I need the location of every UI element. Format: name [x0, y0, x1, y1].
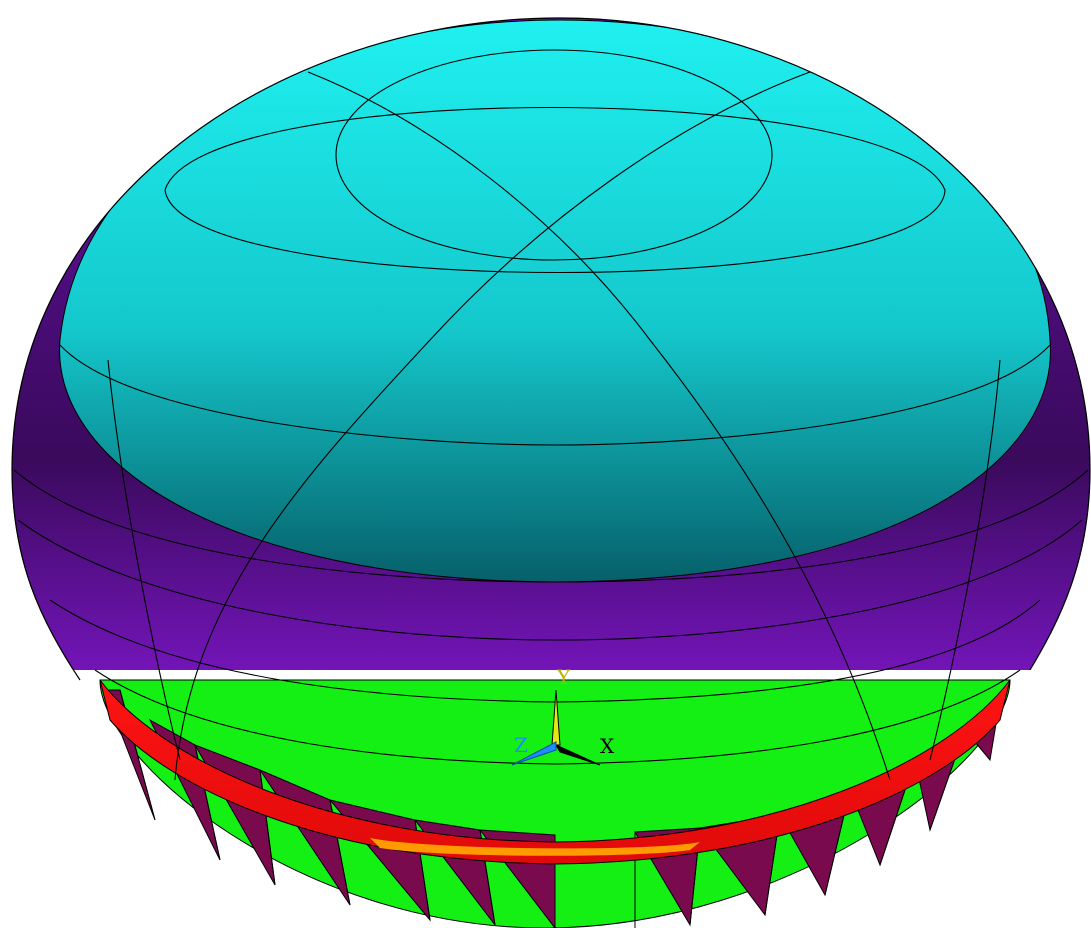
y-axis-label: Y [556, 665, 571, 689]
mesh-lines [13, 49, 1089, 781]
dome-outline [11, 17, 1091, 671]
cyan-cap [59, 19, 1051, 583]
z-axis-label: Z [514, 733, 528, 757]
coordinate-triad: Y X Z [511, 665, 615, 766]
inner-orange-band [370, 838, 700, 856]
x-axis-arrow [554, 743, 601, 766]
x-axis-label: X [600, 734, 615, 758]
red-ring [99, 679, 1011, 865]
z-axis-arrow [511, 741, 557, 766]
